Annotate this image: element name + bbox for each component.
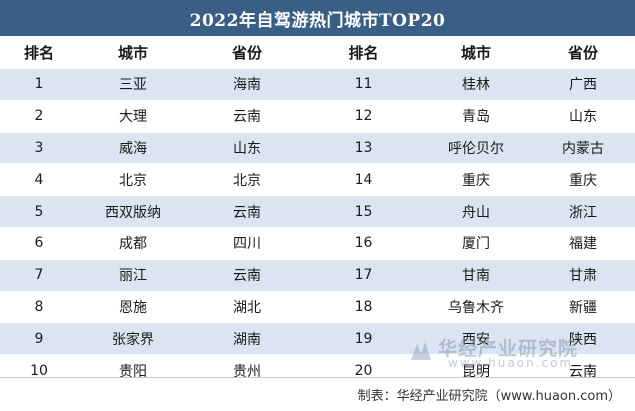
cell-city: 张家界 — [78, 322, 188, 355]
cell-province: 海南 — [188, 68, 306, 101]
cell-city: 重庆 — [421, 163, 531, 196]
cell-rank: 20 — [306, 354, 421, 386]
cell-province: 广西 — [531, 68, 635, 101]
cell-rank: 19 — [306, 322, 421, 355]
cell-rank: 13 — [306, 131, 421, 164]
cell-province: 云南 — [188, 258, 306, 292]
table-body: 1 三亚 海南 11 桂林 广西 2 大理 云南 12 青岛 山东 3 威海 山东 13 呼伦贝尔 内蒙古 4 北京北… — [0, 68, 635, 386]
cell-city: 丽江 — [78, 258, 188, 292]
cell-rank: 18 — [306, 290, 421, 323]
cell-city: 西双版纳 — [78, 195, 188, 228]
table-row: 4 北京 北京 14 重庆 重庆 — [0, 163, 635, 196]
cell-city: 舟山 — [421, 195, 531, 228]
cell-province: 四川 — [188, 226, 306, 260]
cell-city: 成都 — [78, 226, 188, 260]
cell-city: 贵阳 — [78, 354, 188, 386]
cell-city: 西安 — [421, 322, 531, 355]
cell-province: 贵州 — [188, 354, 306, 386]
cell-rank: 15 — [306, 195, 421, 228]
cell-rank: 11 — [306, 68, 421, 101]
header-city-2: 城市 — [421, 36, 531, 69]
cell-city: 北京 — [78, 163, 188, 196]
cell-rank: 2 — [0, 99, 78, 133]
cell-province: 湖南 — [188, 322, 306, 355]
cell-rank: 4 — [0, 163, 78, 196]
cell-rank: 9 — [0, 322, 78, 355]
cell-city: 桂林 — [421, 68, 531, 101]
header-rank-2: 排名 — [306, 36, 421, 69]
cell-rank: 5 — [0, 195, 78, 228]
cell-city: 恩施 — [78, 290, 188, 323]
table-header-row: 排名 城市 省份 排名 城市 省份 — [0, 36, 635, 69]
table-row: 3 威海 山东 13 呼伦贝尔 内蒙古 — [0, 131, 635, 164]
table-row: 1 三亚 海南 11 桂林 广西 — [0, 68, 635, 101]
footer-source: 制表：华经产业研究院（www.huaon.com） — [357, 389, 621, 404]
cell-city: 大理 — [78, 99, 188, 133]
cell-rank: 3 — [0, 131, 78, 164]
table-title: 2022年自驾游热门城市TOP20 — [0, 0, 635, 36]
cell-rank: 1 — [0, 68, 78, 101]
cell-city: 厦门 — [421, 226, 531, 260]
table-row: 5 西双版纳 云南 15 舟山 浙江 — [0, 195, 635, 228]
cell-rank: 16 — [306, 226, 421, 260]
ranking-table: 排名 城市 省份 排名 城市 省份 1 三亚 海南 11 桂林 广西 2 大理 云南 12 青岛 山东… — [0, 36, 635, 386]
table-row: 7 丽江 云南 17 甘南 甘肃 — [0, 258, 635, 292]
cell-rank: 17 — [306, 258, 421, 292]
table-row: 9 张家界 湖南 19 西安 陕西 — [0, 322, 635, 355]
table-row: 6 成都 四川 16 厦门 福建 — [0, 226, 635, 260]
cell-city: 昆明 — [421, 354, 531, 386]
header-rank-1: 排名 — [0, 36, 78, 69]
table-row: 10 贵阳 贵州 20 昆明 云南 — [0, 354, 635, 386]
cell-province: 山东 — [531, 99, 635, 133]
table-footer: 制表：华经产业研究院（www.huaon.com） — [0, 377, 635, 411]
cell-province: 福建 — [531, 226, 635, 260]
cell-rank: 14 — [306, 163, 421, 196]
cell-province: 浙江 — [531, 195, 635, 228]
cell-city: 威海 — [78, 131, 188, 164]
cell-province: 重庆 — [531, 163, 635, 196]
cell-city: 甘南 — [421, 258, 531, 292]
cell-rank: 7 — [0, 258, 78, 292]
cell-rank: 8 — [0, 290, 78, 323]
cell-city: 呼伦贝尔 — [421, 131, 531, 164]
cell-province: 湖北 — [188, 290, 306, 323]
cell-province: 甘肃 — [531, 258, 635, 292]
cell-province: 云南 — [531, 354, 635, 386]
cell-province: 陕西 — [531, 322, 635, 355]
cell-province: 云南 — [188, 99, 306, 133]
cell-rank: 6 — [0, 226, 78, 260]
header-city-1: 城市 — [78, 36, 188, 69]
cell-province: 云南 — [188, 195, 306, 228]
cell-province: 北京 — [188, 163, 306, 196]
cell-rank: 10 — [0, 354, 78, 386]
table-row: 2 大理 云南 12 青岛 山东 — [0, 99, 635, 133]
header-province-1: 省份 — [188, 36, 306, 69]
cell-rank: 12 — [306, 99, 421, 133]
cell-city: 乌鲁木齐 — [421, 290, 531, 323]
header-province-2: 省份 — [531, 36, 635, 69]
cell-city: 青岛 — [421, 99, 531, 133]
cell-province: 山东 — [188, 131, 306, 164]
table-row: 8 恩施 湖北 18 乌鲁木齐 新疆 — [0, 290, 635, 323]
cell-province: 内蒙古 — [531, 131, 635, 164]
cell-province: 新疆 — [531, 290, 635, 323]
cell-city: 三亚 — [78, 68, 188, 101]
